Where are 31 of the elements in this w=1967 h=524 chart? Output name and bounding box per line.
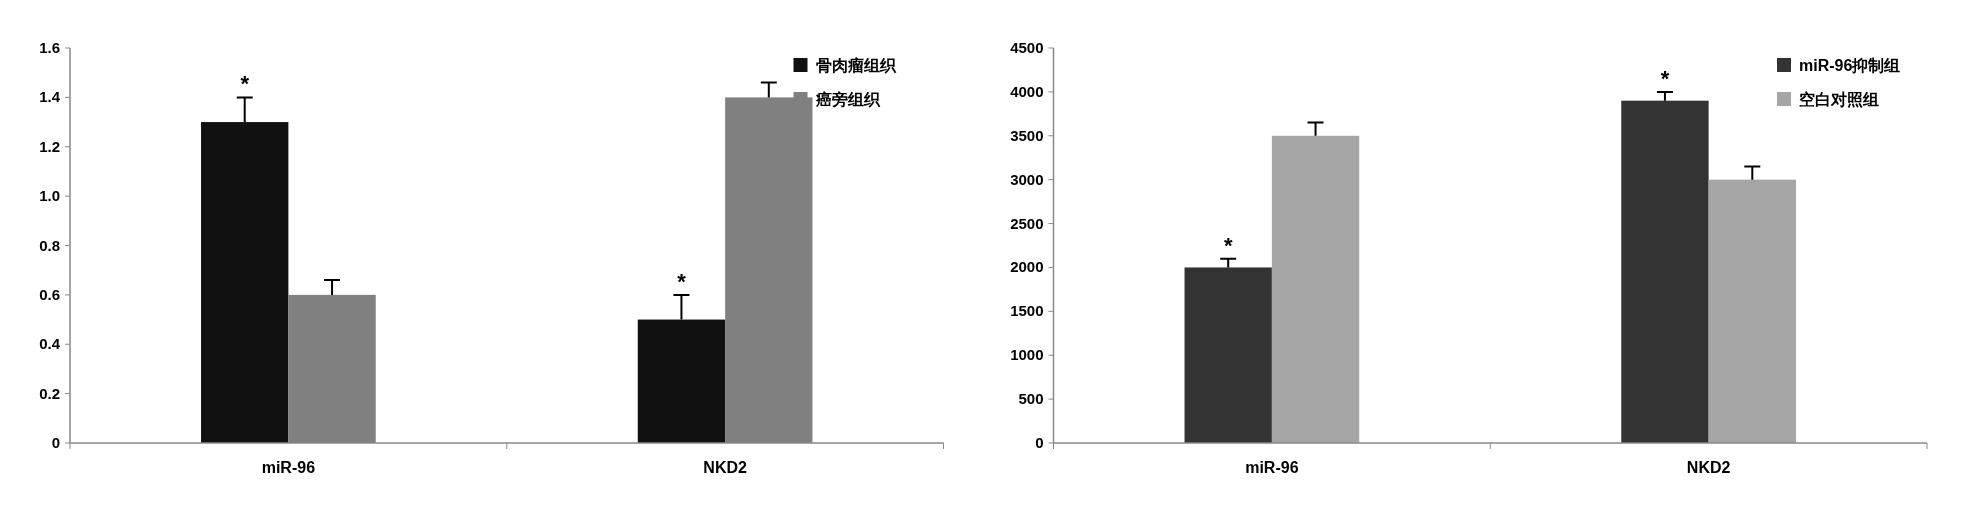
y-tick-label: 4500 xyxy=(1010,39,1044,56)
y-tick-label: 0.8 xyxy=(39,236,60,254)
y-tick-label: 0 xyxy=(51,434,60,451)
y-tick-label: 0.4 xyxy=(39,335,61,353)
y-tick-label: 1.4 xyxy=(39,88,61,106)
y-tick-label: 0 xyxy=(1035,434,1044,451)
y-tick-label: 0.6 xyxy=(39,285,60,303)
y-tick-label: 1.0 xyxy=(39,187,60,205)
y-tick-label: 1.6 xyxy=(39,39,60,56)
x-tick-label: NKD2 xyxy=(1686,459,1731,476)
y-tick-label: 3000 xyxy=(1010,170,1044,188)
y-tick-label: 0.2 xyxy=(39,384,60,402)
y-tick-label: 4000 xyxy=(1010,82,1044,100)
legend-label: 癌旁组织 xyxy=(814,91,881,108)
y-tick-label: 1500 xyxy=(1010,302,1044,320)
legend-label: 空白对照组 xyxy=(1799,91,1879,109)
x-tick-label: NKD2 xyxy=(703,459,748,476)
y-tick-label: 2000 xyxy=(1010,258,1044,276)
annotation: * xyxy=(677,268,687,294)
legend-label: 骨肉瘤组织 xyxy=(815,57,897,74)
x-tick-label: miR-96 xyxy=(1245,459,1299,476)
y-tick-label: 3500 xyxy=(1010,126,1044,144)
annotation: * xyxy=(240,71,250,97)
y-tick-label: 500 xyxy=(1018,390,1044,408)
y-tick-label: 1000 xyxy=(1010,346,1044,364)
x-tick-label: miR-96 xyxy=(261,459,316,476)
annotation: * xyxy=(1223,232,1233,258)
annotation: * xyxy=(1660,65,1670,91)
y-tick-label: 2500 xyxy=(1010,214,1044,232)
y-tick-label: 1.2 xyxy=(39,137,60,155)
legend-label: miR-96抑制组 xyxy=(1799,57,1901,74)
